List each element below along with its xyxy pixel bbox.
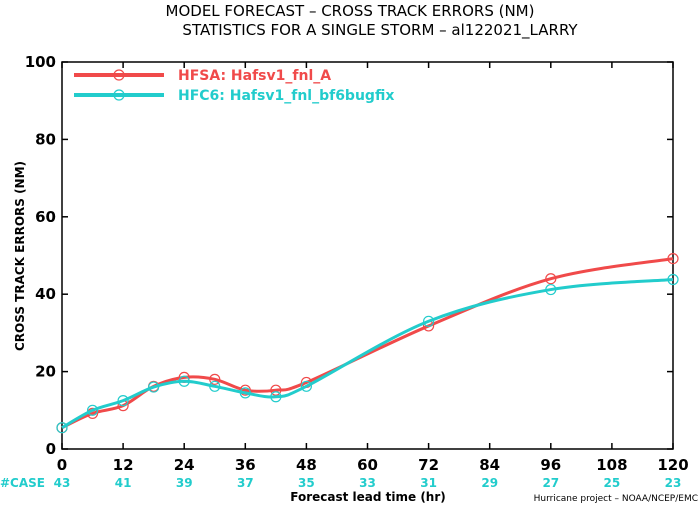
case-count: 23 [665, 476, 682, 490]
y-tick-label: 20 [35, 363, 56, 381]
case-count: 35 [298, 476, 315, 490]
case-count: 39 [176, 476, 193, 490]
series-2-point [239, 387, 251, 399]
x-tick-label: 72 [418, 456, 439, 474]
case-count: 33 [359, 476, 376, 490]
case-count: 25 [604, 476, 621, 490]
series-2-point [148, 381, 160, 393]
x-tick-label: 84 [479, 456, 500, 474]
x-tick-label: 24 [174, 456, 195, 474]
series-2-point [56, 422, 68, 434]
chart-subtitle: STATISTICS FOR A SINGLE STORM – al122021… [182, 21, 578, 40]
series-2-point [300, 380, 312, 392]
series-1-point [545, 273, 557, 285]
case-count: 31 [420, 476, 437, 490]
series-2-point [209, 380, 221, 392]
series-2-point [86, 404, 99, 416]
y-tick-label: 80 [35, 130, 56, 148]
series-2-point [178, 375, 190, 387]
series-2-point [117, 395, 129, 407]
legend-marker-1 [113, 69, 125, 81]
case-count: 43 [54, 476, 71, 490]
chart-title: MODEL FORECAST – CROSS TRACK ERRORS (NM) [166, 2, 535, 20]
x-tick-label: 60 [357, 456, 378, 474]
series-1-point [270, 384, 282, 396]
y-tick-label: 0 [46, 440, 56, 458]
x-tick-label: 12 [113, 456, 134, 474]
series-2-point [270, 391, 282, 403]
series-1-point [209, 373, 221, 385]
series-2-point [423, 315, 435, 327]
x-tick-label: 36 [235, 456, 256, 474]
y-tick-label: 100 [25, 53, 56, 71]
series-1-point [239, 384, 251, 396]
series-1-point [667, 252, 679, 265]
credit-text: Hurricane project – NOAA/NCEP/EMC [534, 494, 698, 504]
x-tick-label: 0 [57, 456, 67, 474]
x-tick-label: 120 [657, 456, 688, 474]
series-line-2 [61, 277, 674, 430]
series-2-point [667, 273, 679, 286]
x-tick-label: 48 [296, 456, 317, 474]
series-2-point [545, 283, 557, 296]
x-tick-label: 96 [540, 456, 561, 474]
legend-marker-2 [113, 89, 125, 101]
y-tick-label: 60 [35, 208, 56, 226]
case-count: 29 [481, 476, 498, 490]
case-row-label: #CASE [0, 476, 45, 490]
series-line-1 [61, 257, 674, 430]
case-count: 41 [115, 476, 132, 490]
x-axis-label: Forecast lead time (hr) [290, 490, 446, 504]
x-tick-label: 108 [596, 456, 627, 474]
y-tick-label: 40 [35, 285, 56, 303]
y-axis-label: CROSS TRACK ERRORS (NM) [13, 161, 27, 351]
case-count: 27 [542, 476, 559, 490]
legend-label-2: HFC6: Hafsv1_fnl_bf6bugfix [178, 88, 394, 104]
legend-label-1: HFSA: Hafsv1_fnl_A [178, 68, 331, 84]
case-count: 37 [237, 476, 254, 490]
